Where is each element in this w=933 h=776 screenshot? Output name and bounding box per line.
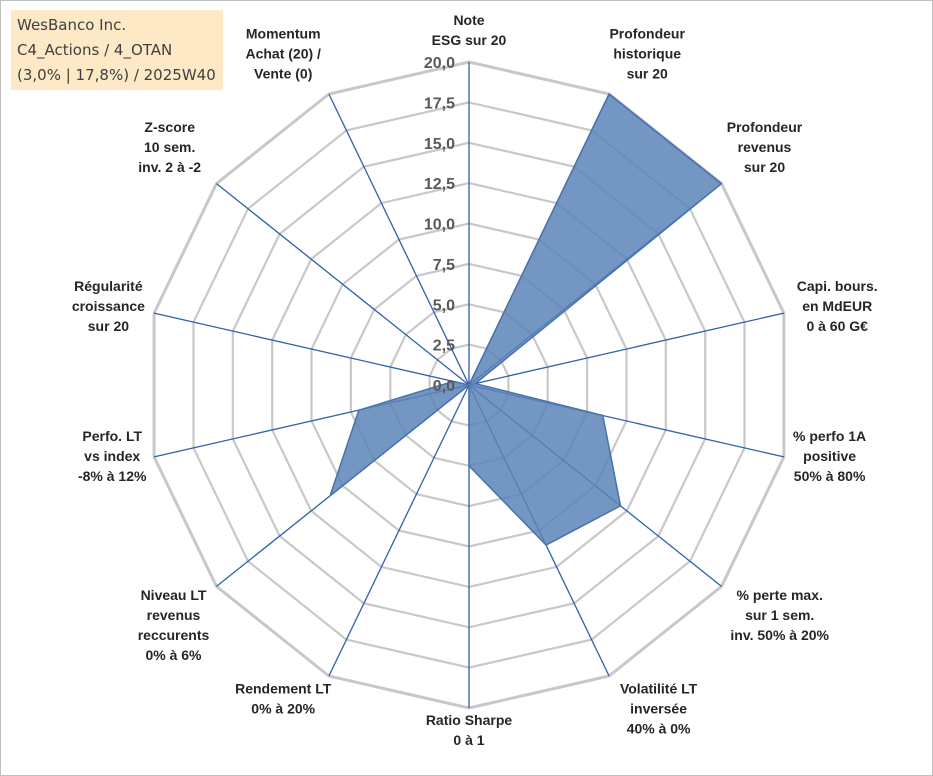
axis-spoke-13 (328, 93, 470, 386)
axis-label-13-line-0: Momentum (246, 25, 321, 41)
axis-label-3-line-1: en MdEUR (802, 298, 872, 314)
axis-label-5-line-2: inv. 50% à 20% (730, 627, 829, 643)
axis-label-7: Ratio Sharpe 0 à 1 (426, 712, 513, 748)
data-series (329, 93, 723, 546)
axis-label-10-line-2: -8% à 12% (78, 468, 147, 484)
info-box: WesBanco Inc. C4_Actions / 4_OTAN (3,0% … (11, 10, 223, 90)
axis-label-7-line-1: 0 à 1 (453, 732, 484, 748)
tick-label-0: 0,0 (433, 378, 455, 395)
axis-label-12: Z-score 10 sem. inv. 2 à -2 (138, 119, 201, 175)
axis-label-3-line-0: Capi. bours. (797, 278, 878, 294)
axis-label-13-line-1: Achat (20) / (245, 45, 321, 61)
axis-label-9-line-2: reccurents (138, 627, 210, 643)
axis-label-6-line-1: inversée (630, 701, 687, 717)
radial-tick-labels: 0,0 2,5 5,0 7,5 10,0 12,5 15,0 17,5 20,0 (424, 55, 455, 395)
axis-spoke-12 (216, 183, 470, 386)
axis-label-1-line-1: historique (613, 45, 681, 61)
tick-label-6: 15,0 (424, 136, 455, 153)
axis-label-3: Capi. bours. en MdEUR 0 à 60 G€ (797, 278, 878, 334)
axis-label-12-line-2: inv. 2 à -2 (138, 159, 201, 175)
axis-label-2-line-1: revenus (738, 139, 792, 155)
axis-label-0-line-1: ESG sur 20 (432, 32, 507, 48)
tick-label-4: 10,0 (424, 217, 455, 234)
axis-label-5-line-0: % perte max. (737, 587, 823, 603)
axis-label-8-line-0: Rendement LT (235, 681, 332, 697)
axis-label-6: Volatilité LT inversée 40% à 0% (620, 681, 698, 737)
axis-label-10: Perfo. LT vs index -8% à 12% (78, 428, 147, 484)
axis-label-6-line-2: 40% à 0% (627, 721, 691, 737)
tick-label-2: 5,0 (433, 297, 455, 314)
axis-label-4-line-2: 50% à 80% (794, 468, 866, 484)
axis-label-11: Régularité croissance sur 20 (72, 278, 145, 334)
axis-label-0: Note ESG sur 20 (432, 12, 507, 48)
portfolio-name: C4_Actions / 4_OTAN (17, 41, 173, 59)
axis-label-11-line-1: croissance (72, 298, 145, 314)
axis-label-0-line-0: Note (453, 12, 484, 28)
axis-label-1-line-0: Profondeur (609, 25, 685, 41)
axis-label-9-line-1: revenus (147, 607, 201, 623)
axis-label-5: % perte max. sur 1 sem. inv. 50% à 20% (730, 587, 829, 643)
tick-label-7: 17,5 (424, 95, 455, 112)
tick-label-1: 2,5 (433, 338, 455, 355)
axis-label-12-line-1: 10 sem. (144, 139, 195, 155)
axis-label-11-line-0: Régularité (74, 278, 143, 294)
axis-label-9: Niveau LT revenus reccurents 0% à 6% (138, 587, 210, 663)
axis-spoke-3 (468, 312, 785, 386)
axis-label-4-line-0: % perfo 1A (793, 428, 866, 444)
axis-label-10-line-0: Perfo. LT (82, 428, 142, 444)
axis-label-9-line-0: Niveau LT (141, 587, 207, 603)
axis-spoke-11 (153, 312, 470, 386)
axis-label-8: Rendement LT 0% à 20% (235, 681, 332, 717)
axis-label-1-line-2: sur 20 (627, 65, 668, 81)
axis-label-5-line-1: sur 1 sem. (745, 607, 814, 623)
axis-label-9-line-3: 0% à 6% (145, 647, 202, 663)
axis-labels: Note ESG sur 20 Profondeur historique sur 20… (72, 12, 878, 748)
axis-label-12-line-0: Z-score (144, 119, 195, 135)
axis-label-2: Profondeur revenus sur 20 (727, 119, 803, 175)
axis-label-6-line-0: Volatilité LT (620, 681, 698, 697)
axis-spoke-8 (328, 384, 470, 677)
axis-label-13-line-2: Vente (0) (254, 65, 312, 81)
axis-label-13: Momentum Achat (20) / Vente (0) (245, 25, 321, 81)
axis-label-4: % perfo 1A positive 50% à 80% (793, 428, 866, 484)
tick-label-5: 12,5 (424, 176, 455, 193)
axis-label-10-line-1: vs index (84, 448, 140, 464)
axis-label-2-line-2: sur 20 (744, 159, 785, 175)
axis-label-2-line-0: Profondeur (727, 119, 803, 135)
axis-label-11-line-2: sur 20 (88, 318, 129, 334)
tick-label-8: 20,0 (424, 55, 455, 72)
tick-label-3: 7,5 (433, 257, 455, 274)
portfolio-stats: (3,0% | 17,8%) / 2025W40 (17, 66, 216, 84)
axis-label-4-line-1: positive (803, 448, 856, 464)
axis-label-8-line-1: 0% à 20% (251, 701, 315, 717)
axis-label-3-line-2: 0 à 60 G€ (806, 318, 868, 334)
axis-label-7-line-0: Ratio Sharpe (426, 712, 513, 728)
axis-label-1: Profondeur historique sur 20 (609, 25, 685, 81)
company-name: WesBanco Inc. (17, 16, 127, 34)
